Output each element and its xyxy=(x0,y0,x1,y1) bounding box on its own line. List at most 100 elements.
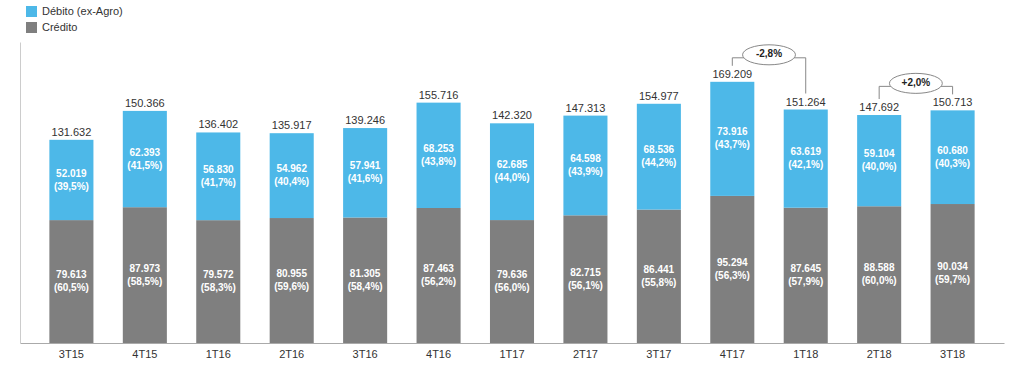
total-label: 142.320 xyxy=(492,109,532,121)
bar-segment xyxy=(270,218,314,343)
x-tick: 3T18 xyxy=(940,343,965,360)
share-label: (39,5%) xyxy=(54,181,89,192)
bar-segment xyxy=(784,110,828,208)
bar-segment xyxy=(123,111,167,207)
share-label: (42,1%) xyxy=(788,159,823,170)
share-label: (58,5%) xyxy=(127,276,162,287)
annotation-ellipse xyxy=(743,45,796,65)
data-labels: 79.613(60,5%)87.973(58,5%)79.572(58,3%)8… xyxy=(52,68,973,293)
x-tick: 2T16 xyxy=(279,343,304,360)
value-label: 81.305 xyxy=(350,268,381,279)
legend-item: Crédito xyxy=(26,21,77,33)
share-label: (41,5%) xyxy=(127,160,162,171)
share-label: (59,6%) xyxy=(274,281,309,292)
x-tick: 3T15 xyxy=(59,343,84,360)
bar-segment xyxy=(784,208,828,343)
value-label: 68.253 xyxy=(423,143,454,154)
share-label: (60,5%) xyxy=(54,282,89,293)
legend-label: Débito (ex-Agro) xyxy=(42,5,123,17)
total-label: 169.209 xyxy=(712,68,752,80)
x-tick: 1T16 xyxy=(206,343,231,360)
x-tick: 3T17 xyxy=(646,343,671,360)
share-label: (40,4%) xyxy=(274,176,309,187)
total-label: 136.402 xyxy=(198,118,238,130)
share-label: (56,1%) xyxy=(568,280,603,291)
total-label: 147.692 xyxy=(859,101,899,113)
bar-segment xyxy=(417,208,461,343)
annotation-ellipse xyxy=(889,73,942,93)
x-tick-label: 4T16 xyxy=(426,348,451,360)
share-label: (40,3%) xyxy=(935,158,970,169)
value-label: 79.613 xyxy=(56,269,87,280)
y-axis xyxy=(20,43,21,344)
value-label: 68.536 xyxy=(644,144,675,155)
bar-segment xyxy=(490,220,534,343)
x-tick: 2T17 xyxy=(573,343,598,360)
bar-segment xyxy=(563,215,607,343)
legend-swatch xyxy=(26,6,37,17)
x-tick-label: 3T16 xyxy=(353,348,378,360)
value-label: 62.393 xyxy=(130,147,161,158)
x-tick-label: 3T18 xyxy=(940,348,965,360)
bar-segment xyxy=(710,196,754,343)
value-label: 87.973 xyxy=(130,263,161,274)
bar-segment xyxy=(931,110,975,204)
x-tick: 3T16 xyxy=(353,343,378,360)
value-label: 60.680 xyxy=(937,145,968,156)
chart: 3T154T151T162T163T164T161T172T173T174T17… xyxy=(0,0,1024,371)
total-label: 131.632 xyxy=(52,126,92,138)
value-label: 56.830 xyxy=(203,164,234,175)
total-label: 150.366 xyxy=(125,97,165,109)
value-label: 57.941 xyxy=(350,160,381,171)
value-label: 79.572 xyxy=(203,269,234,280)
value-label: 79.636 xyxy=(497,269,528,280)
bar-segment xyxy=(637,104,681,210)
value-label: 82.715 xyxy=(570,267,601,278)
value-label: 86.441 xyxy=(644,264,675,275)
bar-segment xyxy=(270,133,314,218)
share-label: (41,7%) xyxy=(201,177,236,188)
value-label: 64.598 xyxy=(570,153,601,164)
x-tick-label: 1T16 xyxy=(206,348,231,360)
x-tick: 1T17 xyxy=(499,343,524,360)
x-tick: 4T16 xyxy=(426,343,451,360)
x-tick: 1T18 xyxy=(793,343,818,360)
y-axis-line xyxy=(20,43,21,344)
plot: 3T154T151T162T163T164T161T172T173T174T17… xyxy=(21,43,1005,360)
share-label: (59,7%) xyxy=(935,274,970,285)
x-tick-label: 3T17 xyxy=(646,348,671,360)
total-label: 151.264 xyxy=(786,96,826,108)
bar-segment xyxy=(196,220,240,343)
share-label: (56,0%) xyxy=(494,282,529,293)
value-label: 62.685 xyxy=(497,159,528,170)
bars xyxy=(49,82,974,343)
share-label: (58,4%) xyxy=(348,281,383,292)
bar-segment xyxy=(49,220,93,343)
legend-item: Débito (ex-Agro) xyxy=(26,5,123,17)
share-label: (43,7%) xyxy=(715,139,750,150)
value-label: 52.019 xyxy=(56,168,87,179)
x-tick-label: 1T17 xyxy=(499,348,524,360)
x-tick-label: 1T18 xyxy=(793,348,818,360)
x-tick-label: 2T17 xyxy=(573,348,598,360)
value-label: 87.463 xyxy=(423,263,454,274)
share-label: (41,6%) xyxy=(348,173,383,184)
bar-segment xyxy=(637,210,681,343)
share-label: (44,0%) xyxy=(494,172,529,183)
value-label: 90.034 xyxy=(937,261,968,272)
total-label: 147.313 xyxy=(566,102,606,114)
x-tick: 4T17 xyxy=(720,343,745,360)
bar-segment xyxy=(563,116,607,216)
legend-swatch xyxy=(26,22,37,33)
share-label: (57,9%) xyxy=(788,276,823,287)
x-tick-label: 3T15 xyxy=(59,348,84,360)
bar-segment xyxy=(123,207,167,343)
x-tick-label: 2T16 xyxy=(279,348,304,360)
legend: Débito (ex-Agro) Crédito xyxy=(26,5,123,33)
share-label: (44,2%) xyxy=(641,157,676,168)
bar-segment xyxy=(710,82,754,196)
total-label: 135.917 xyxy=(272,119,312,131)
bar-segment xyxy=(343,128,387,217)
series-1 xyxy=(49,82,974,220)
value-label: 73.916 xyxy=(717,126,748,137)
